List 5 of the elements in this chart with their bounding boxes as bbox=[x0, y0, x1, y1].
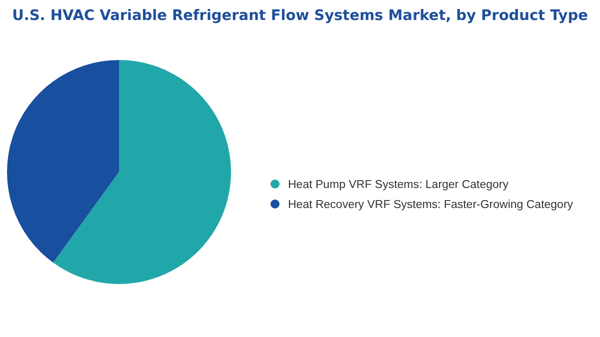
legend-label: Heat Pump VRF Systems: Larger Category bbox=[288, 179, 509, 191]
chart-title: U.S. HVAC Variable Refrigerant Flow Systems Market, by Product Type bbox=[12, 8, 588, 24]
legend-label: Heat Recovery VRF Systems: Faster-Growing Category bbox=[288, 199, 574, 211]
pie-slice bbox=[53, 60, 231, 284]
pie-slice bbox=[7, 60, 119, 263]
